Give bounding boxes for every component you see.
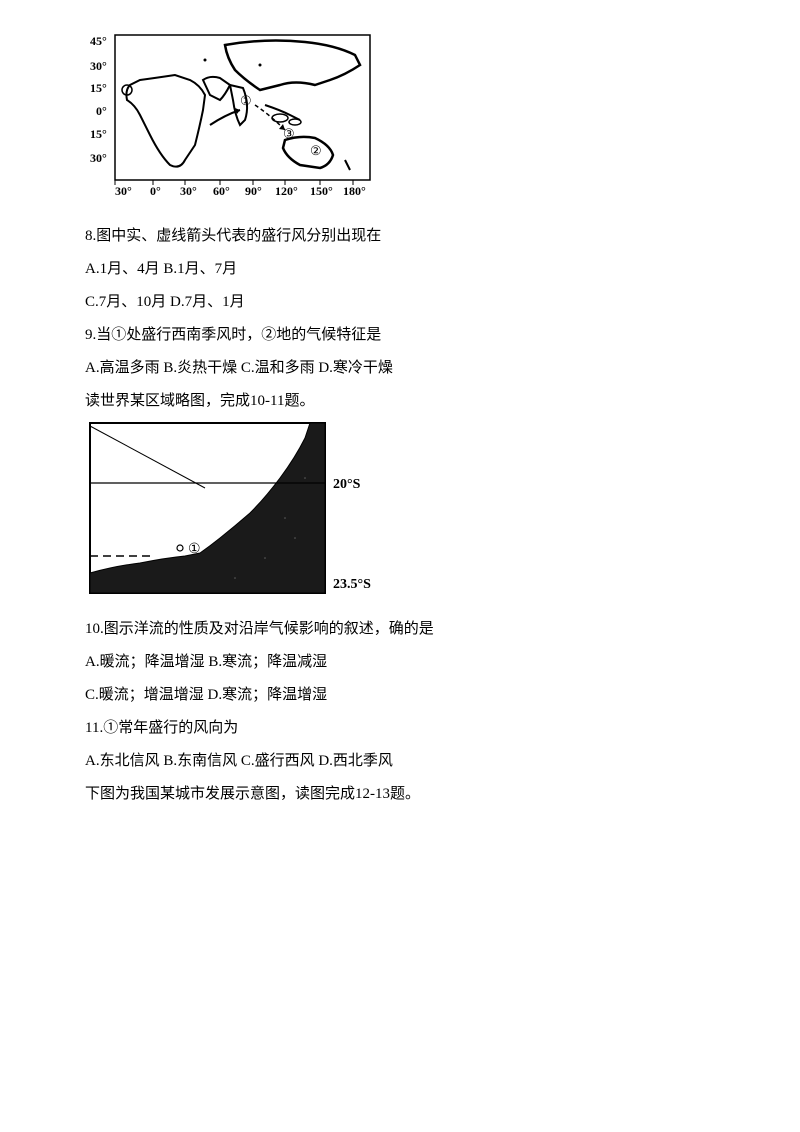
svg-text:②: ② <box>310 143 322 158</box>
svg-text:45°: 45° <box>90 34 107 48</box>
svg-text:15°: 15° <box>90 81 107 95</box>
question-8-text: 8.图中实、虚线箭头代表的盛行风分别出现在 <box>85 220 715 253</box>
svg-text:0°: 0° <box>96 104 107 118</box>
svg-text:90°: 90° <box>245 184 262 198</box>
svg-text:30°: 30° <box>90 151 107 165</box>
intro-10-11: 读世界某区域略图，完成10-11题。 <box>85 385 715 418</box>
question-8-options-2: C.7月、10月 D.7月、1月 <box>85 286 715 319</box>
question-10-options-1: A.暖流；降温增湿 B.寒流；降温减湿 <box>85 646 715 679</box>
svg-text:60°: 60° <box>213 184 230 198</box>
svg-text:120°: 120° <box>275 184 298 198</box>
svg-text:30°: 30° <box>90 59 107 73</box>
question-10-options-2: C.暖流；增温增湿 D.寒流；降温增湿 <box>85 679 715 712</box>
svg-text:15°: 15° <box>90 127 107 141</box>
question-10-text: 10.图示洋流的性质及对沿岸气候影响的叙述，确的是 <box>85 613 715 646</box>
question-11-text: 11.①常年盛行的风向为 <box>85 712 715 745</box>
svg-text:0°: 0° <box>150 184 161 198</box>
svg-text:150°: 150° <box>310 184 333 198</box>
question-11-options: A.东北信风 B.东南信风 C.盛行西风 D.西北季风 <box>85 745 715 778</box>
svg-text:20°S: 20°S <box>333 477 361 492</box>
svg-text:①: ① <box>188 542 201 557</box>
map-monsoon-asia: 45° 30° 15° 0° 15° 30° 30° 0° 30° 60° 90… <box>85 30 715 205</box>
svg-text:23.5°S: 23.5°S <box>333 577 371 592</box>
question-9-text: 9.当①处盛行西南季风时，②地的气候特征是 <box>85 319 715 352</box>
intro-12-13: 下图为我国某城市发展示意图，读图完成12-13题。 <box>85 778 715 811</box>
svg-text:①: ① <box>240 93 252 108</box>
svg-text:30°: 30° <box>115 184 132 198</box>
svg-text:③: ③ <box>283 126 295 141</box>
question-8-options-1: A.1月、4月 B.1月、7月 <box>85 253 715 286</box>
svg-text:30°: 30° <box>180 184 197 198</box>
question-9-options: A.高温多雨 B.炎热干燥 C.温和多雨 D.寒冷干燥 <box>85 352 715 385</box>
map-ocean-current: ① 20°S 23.5°S <box>85 418 715 598</box>
svg-text:180°: 180° <box>343 184 366 198</box>
